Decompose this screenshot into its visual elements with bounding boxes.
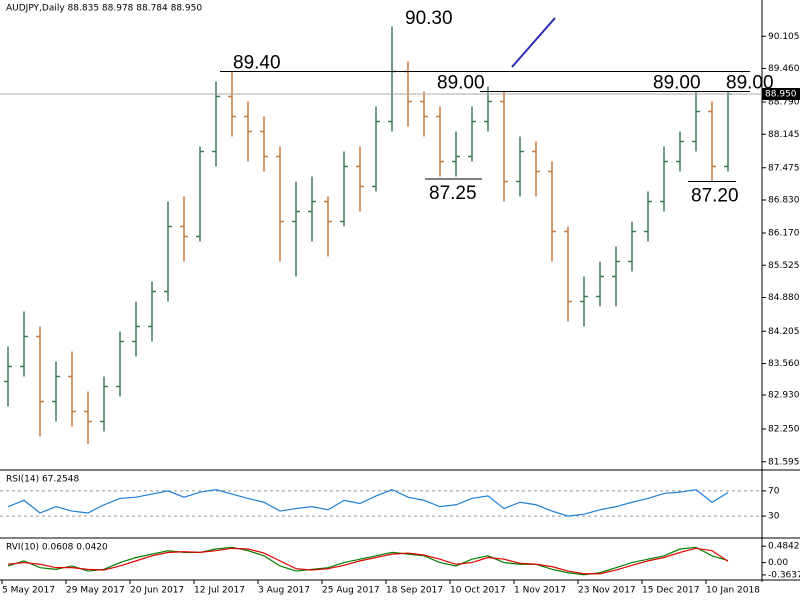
y-tick-label: 88.145 bbox=[768, 130, 800, 140]
current-price-label: 88.950 bbox=[765, 90, 797, 100]
x-tick-label: 1 Nov 2017 bbox=[514, 586, 566, 596]
y-tick-label: 70 bbox=[768, 486, 780, 496]
annotation: 89.40 bbox=[233, 53, 281, 74]
chart-title: AUDJPY,Daily 88.835 88.978 88.784 88.950 bbox=[6, 4, 202, 14]
trend-line bbox=[511, 17, 556, 68]
y-tick-label: 88.790 bbox=[768, 98, 800, 108]
y-tick-label: -0.3637 bbox=[768, 570, 800, 580]
panel-title: RSI(14) 67.2548 bbox=[6, 475, 79, 485]
annotation: 89.00 bbox=[726, 73, 774, 94]
x-tick-label: 15 Dec 2017 bbox=[642, 586, 700, 596]
indicator-line bbox=[7, 488, 729, 517]
x-tick-label: 29 May 2017 bbox=[66, 586, 125, 596]
x-tick-label: 18 Sep 2017 bbox=[386, 586, 443, 596]
x-tick-label: 3 Aug 2017 bbox=[258, 586, 310, 596]
x-tick-label: 10 Oct 2017 bbox=[450, 586, 506, 596]
annotation: 90.30 bbox=[405, 8, 453, 29]
annotation: 89.00 bbox=[437, 73, 485, 94]
y-tick-label: 85.525 bbox=[768, 261, 800, 271]
y-tick-label: 82.930 bbox=[768, 391, 800, 401]
y-tick-label: 86.830 bbox=[768, 196, 800, 206]
y-tick-label: 89.460 bbox=[768, 64, 800, 74]
x-tick-label: 23 Nov 2017 bbox=[578, 586, 636, 596]
x-tick-label: 10 Jan 2018 bbox=[706, 586, 760, 596]
x-tick-label: 5 May 2017 bbox=[2, 586, 55, 596]
y-tick-label: 83.560 bbox=[768, 359, 800, 369]
y-tick-label: 90.105 bbox=[768, 32, 800, 42]
current-price-box bbox=[762, 88, 800, 100]
indicator-line bbox=[7, 547, 729, 575]
indicator-line bbox=[7, 546, 729, 576]
annotation: 89.00 bbox=[653, 73, 701, 94]
y-tick-label: 82.250 bbox=[768, 425, 800, 435]
annotation: 87.20 bbox=[691, 186, 739, 207]
x-tick-label: 12 Jul 2017 bbox=[194, 586, 245, 596]
panel-title: RVI(10) 0.0608 0.0420 bbox=[6, 543, 108, 553]
y-tick-label: 81.595 bbox=[768, 457, 800, 467]
y-tick-label: 84.880 bbox=[768, 293, 800, 303]
y-tick-label: 84.205 bbox=[768, 327, 800, 337]
y-tick-label: 0.4842 bbox=[768, 542, 800, 552]
x-tick-label: 25 Aug 2017 bbox=[322, 586, 380, 596]
y-tick-label: 0.00 bbox=[768, 558, 788, 568]
y-tick-label: 86.170 bbox=[768, 229, 800, 239]
annotation: 87.25 bbox=[429, 183, 477, 204]
x-tick-label: 20 Jun 2017 bbox=[130, 586, 184, 596]
y-tick-label: 30 bbox=[768, 512, 780, 522]
y-tick-label: 87.475 bbox=[768, 163, 800, 173]
